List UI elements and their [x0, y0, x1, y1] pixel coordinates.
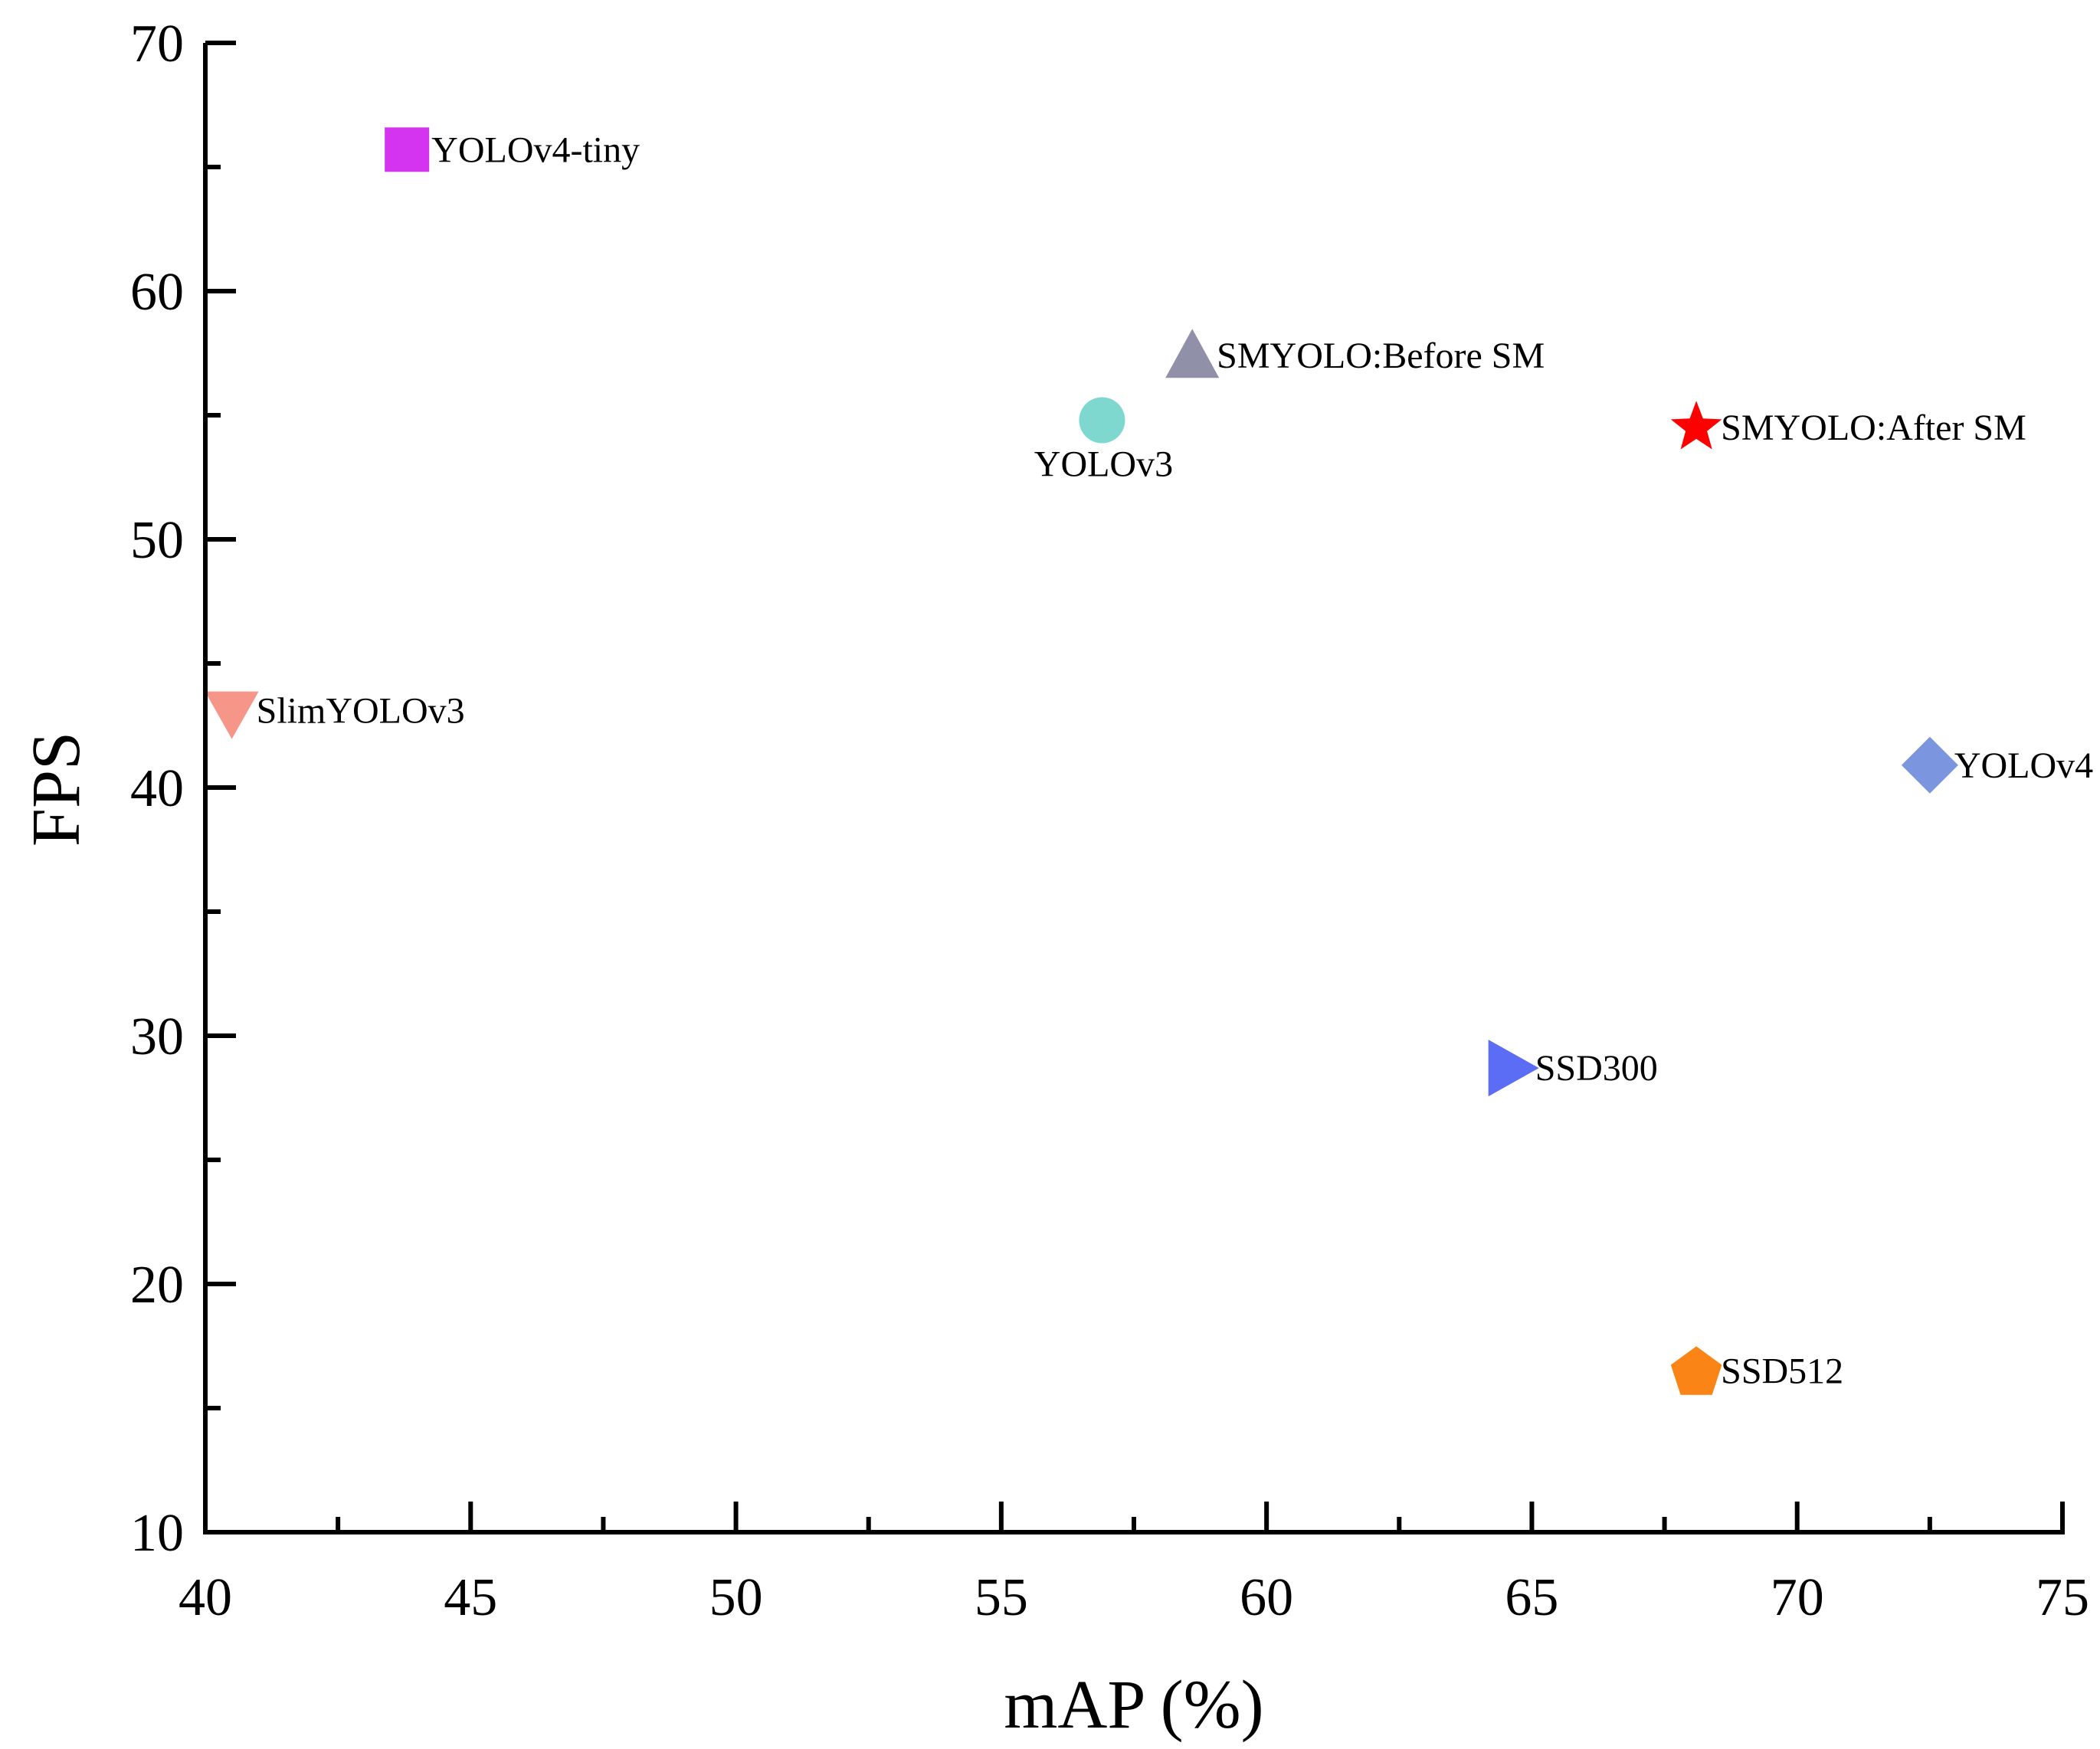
x-axis-title: mAP (%) — [1004, 1667, 1263, 1743]
point-smyolo-before-sm — [1165, 329, 1220, 378]
y-tick-label: 70 — [130, 15, 184, 74]
point-labels: YOLOv4-tiny SMYOLO:Before SM YOLOv3 SMYOLO:… — [257, 129, 2094, 1391]
x-tick-label: 60 — [1240, 1568, 1293, 1627]
point-label-ssd300: SSD300 — [1535, 1048, 1658, 1089]
tick-labels: 40 45 50 55 60 65 70 75 10 20 30 40 50 60 70 — [130, 15, 2089, 1627]
point-label-yolov4-tiny: YOLOv4-tiny — [431, 129, 640, 170]
data-points — [205, 127, 1958, 1395]
point-ssd512 — [1670, 1346, 1722, 1395]
y-tick-label: 40 — [130, 759, 184, 818]
point-label-ssd512: SSD512 — [1721, 1351, 1843, 1391]
axes-frame — [203, 43, 2065, 1534]
y-tick-label: 60 — [130, 263, 184, 322]
point-label-yolov3: YOLOv3 — [1034, 444, 1173, 484]
point-label-smyolo-after-sm: SMYOLO:After SM — [1721, 408, 2026, 448]
y-axis-title: FPS — [18, 732, 94, 847]
x-tick-label: 55 — [975, 1568, 1028, 1627]
point-ssd300 — [1488, 1040, 1539, 1097]
point-label-smyolo-before-sm: SMYOLO:Before SM — [1217, 336, 1545, 376]
x-tick-label: 70 — [1771, 1568, 1824, 1627]
point-yolov4 — [1901, 736, 1958, 794]
x-tick-label: 75 — [2036, 1568, 2089, 1627]
y-tick-label: 10 — [130, 1504, 184, 1563]
x-tick-label: 65 — [1505, 1568, 1558, 1627]
point-smyolo-after-sm — [1670, 401, 1722, 450]
point-yolov4-tiny — [385, 127, 430, 172]
point-slimyolov3 — [205, 691, 259, 739]
x-tick-label: 50 — [709, 1568, 763, 1627]
axis-ticks — [205, 41, 2065, 1532]
y-tick-label: 30 — [130, 1007, 184, 1066]
point-label-yolov4: YOLOv4 — [1954, 745, 2093, 786]
x-tick-label: 40 — [179, 1568, 232, 1627]
point-label-slimyolov3: SlimYOLOv3 — [257, 691, 465, 732]
y-tick-label: 50 — [130, 511, 184, 570]
point-yolov3 — [1079, 397, 1125, 444]
x-tick-label: 45 — [444, 1568, 497, 1627]
y-tick-label: 20 — [130, 1256, 184, 1315]
